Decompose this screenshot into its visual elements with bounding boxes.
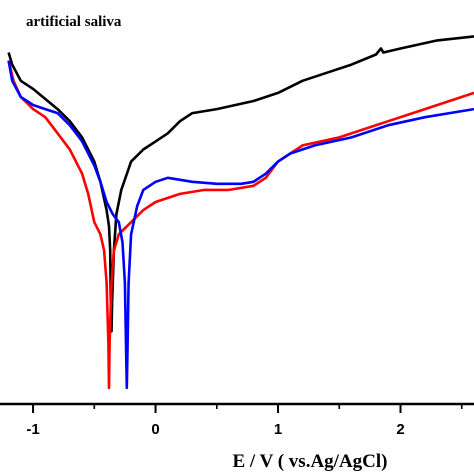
series-line-2 — [7, 60, 474, 390]
x-tick-label: 2 — [396, 421, 404, 438]
series-line-1 — [7, 35, 474, 333]
chart-title: artificial saliva — [26, 14, 122, 30]
x-tick-label: 0 — [151, 421, 159, 438]
x-axis: -1 0 1 2 — [0, 402, 474, 438]
x-tick-label: 1 — [274, 421, 282, 438]
series-line-3 — [7, 60, 474, 390]
x-axis-label: E / V ( vs.Ag/AgCl) — [232, 451, 387, 472]
x-tick-label: -1 — [26, 421, 39, 438]
plot-lines — [7, 35, 474, 390]
